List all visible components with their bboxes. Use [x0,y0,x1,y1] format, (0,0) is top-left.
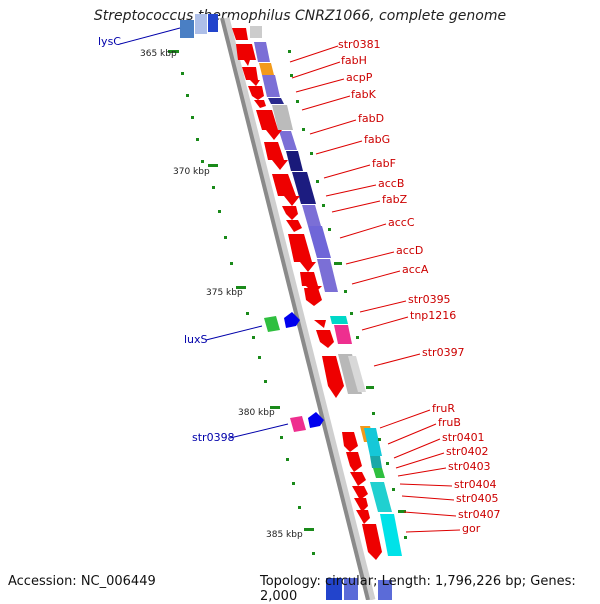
leader-lines-right [289,45,461,533]
feature-bot-3 [378,580,392,600]
gene-label: str0381 [338,38,381,51]
gene-label: fabZ [382,193,408,206]
gene-label: str0404 [454,478,497,491]
gene-label: accA [402,263,429,276]
gene-label: acpP [346,71,373,84]
scale-label-380: 380 kbp [238,408,275,418]
gene-label: str0407 [458,508,501,521]
gene-label: accD [396,244,423,257]
feature-bot-1 [326,578,342,600]
gene-label: fabF [372,157,396,170]
gene-label: str0405 [456,492,499,505]
cds-track [236,44,382,560]
accession-text: Accession: NC_006449 [8,574,156,589]
feature-top-2 [195,14,207,34]
backbone [220,17,370,600]
feature-top-1 [180,20,194,38]
gene-label: fabG [364,133,390,146]
gene-label: str0397 [422,346,465,359]
feature-bot-2 [344,578,358,600]
scale-label-365: 365 kbp [140,49,177,59]
gene-labels-right: str0381 fabH acpP fabK fabD fabG fabF ac… [338,38,501,535]
scale-labels: 365 kbp 370 kbp 375 kbp 380 kbp 385 kbp [140,49,303,540]
scale-ticks-left [168,50,315,555]
gene-label: str0402 [446,445,489,458]
gene-label: tnp1216 [410,309,456,322]
scale-label-385: 385 kbp [266,530,303,540]
gene-label: fabD [358,112,384,125]
gene-label-str0398: str0398 [192,431,235,444]
scale-label-370: 370 kbp [173,167,210,177]
gene-label: str0403 [448,460,491,473]
gene-label: fruB [438,416,461,429]
gene-label: accC [388,216,415,229]
leader-lines-left [119,27,289,439]
gene-label: gor [462,522,481,535]
scale-label-375: 375 kbp [206,288,243,298]
feature-top-gray [250,26,262,38]
gene-label: str0395 [408,293,451,306]
gene-label: fabK [351,88,377,101]
cds-top [232,28,248,40]
feature-track [254,42,402,556]
gene-label: str0401 [442,431,485,444]
backbone-shadow [222,17,376,600]
gene-label: fruR [432,402,455,415]
feature-top-3 [208,14,218,32]
gene-labels-left: lysC luxS str0398 [98,35,235,444]
gene-label-luxS: luxS [184,333,208,346]
gene-label: accB [378,177,404,190]
gene-label: fabH [341,54,367,67]
scale-ticks-right [288,50,407,539]
left-features [264,312,324,432]
gene-label-lysC: lysC [98,35,121,48]
